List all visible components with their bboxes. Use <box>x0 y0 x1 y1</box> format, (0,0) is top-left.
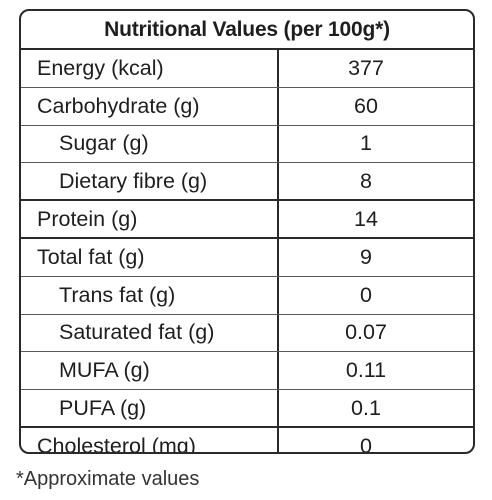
row-label: Total fat (g) <box>37 244 145 269</box>
row-value: 60 <box>354 93 378 118</box>
table-row-protein: Protein (g) 14 <box>21 201 473 239</box>
column-divider <box>277 50 279 452</box>
table-row-energy: Energy (kcal) 377 <box>21 50 473 88</box>
row-label: MUFA (g) <box>59 358 150 383</box>
footnote: *Approximate values <box>16 468 200 490</box>
row-label: Carbohydrate (g) <box>37 93 200 118</box>
table-row-total-fat: Total fat (g) 9 <box>21 239 473 277</box>
row-value: 0 <box>360 282 372 307</box>
table-header: Nutritional Values (per 100g*) <box>21 11 473 50</box>
row-label: Dietary fibre (g) <box>59 168 208 193</box>
row-value: 0.11 <box>345 358 387 383</box>
table-row-trans-fat: Trans fat (g) 0 <box>21 277 473 315</box>
table-row-mufa: MUFA (g) 0.11 <box>21 352 473 391</box>
table-row-saturated-fat: Saturated fat (g) 0.07 <box>21 315 473 353</box>
row-value: 8 <box>360 168 372 193</box>
table-row-carbohydrate: Carbohydrate (g) 60 <box>21 88 473 126</box>
row-value: 9 <box>360 244 372 269</box>
row-label: Sugar (g) <box>59 131 149 156</box>
row-label: PUFA (g) <box>59 395 147 420</box>
row-value: 0.1 <box>351 395 381 420</box>
table-row-pufa: PUFA (g) 0.1 <box>21 390 473 428</box>
row-value: 0 <box>360 434 372 454</box>
row-label: Protein (g) <box>37 206 138 231</box>
table-row-cholesterol: Cholesterol (mg) 0 <box>21 428 473 454</box>
row-label: Energy (kcal) <box>37 55 164 80</box>
row-label: Trans fat (g) <box>59 282 176 307</box>
row-label: Saturated fat (g) <box>59 320 215 345</box>
row-value: 1 <box>360 131 372 156</box>
table-row-dietary-fibre: Dietary fibre (g) 8 <box>21 163 473 202</box>
row-value: 14 <box>354 206 378 231</box>
row-value: 377 <box>348 55 384 80</box>
row-value: 0.07 <box>345 320 387 345</box>
row-label: Cholesterol (mg) <box>37 434 196 454</box>
nutrition-table: Nutritional Values (per 100g*) Energy (k… <box>19 9 475 454</box>
table-body: Energy (kcal) 377 Carbohydrate (g) 60 Su… <box>21 50 473 452</box>
table-row-sugar: Sugar (g) 1 <box>21 126 473 164</box>
